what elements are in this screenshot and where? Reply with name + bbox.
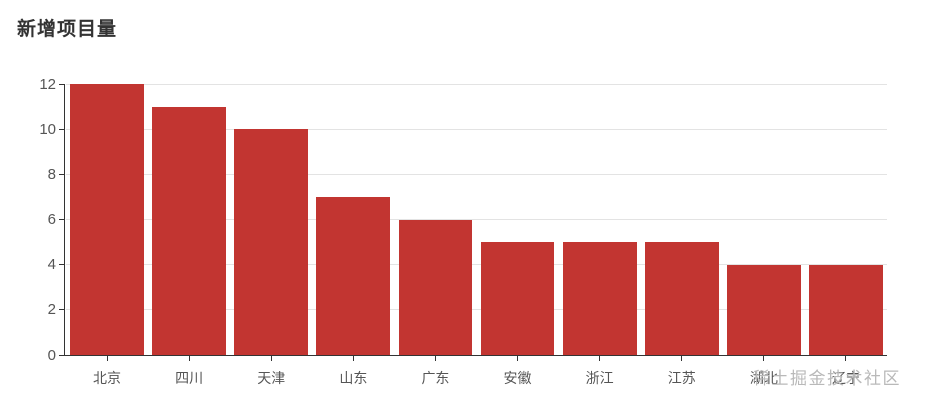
y-axis-label: 12 [39,75,56,93]
x-axis-label: 北京 [93,370,122,386]
y-axis-tick [59,309,64,311]
x-axis-label: 湖北 [749,370,778,386]
chart-title: 新增项目量 [17,19,118,40]
x-axis-tick [352,356,354,361]
y-axis-label: 0 [47,346,56,364]
bar[interactable] [316,196,391,355]
gridline [66,264,887,266]
y-axis-tick [59,264,64,266]
x-axis-tick [517,356,519,361]
y-axis-tick [59,219,64,220]
gridline [66,173,887,175]
y-axis-label: 4 [47,256,56,274]
x-axis-label: 江苏 [667,370,696,386]
bar[interactable] [644,242,719,355]
gridline [66,128,887,130]
x-axis-tick [434,356,436,361]
y-axis-label: 2 [47,301,56,319]
y-axis-tick [59,354,64,356]
x-axis-label: 浙江 [585,370,614,386]
bar[interactable] [70,84,144,355]
x-axis-tick [188,356,190,361]
x-axis-tick [599,356,601,361]
y-axis-line [64,84,65,355]
gridline [66,309,887,311]
x-axis-label: 广东 [421,370,450,386]
y-axis-tick [59,173,64,175]
bar-chart-plot-area: 0 2 4 6 8 10 12 北京 四川 天津 山东 广东 安徽 浙江 江苏 湖北 辽宁 [39,77,887,386]
x-axis-line [63,355,887,356]
y-axis-tick [59,83,64,85]
x-axis-tick [681,356,683,361]
x-axis-label: 四川 [175,370,204,386]
x-axis-tick [763,356,765,361]
gridline [66,219,887,220]
gridline [66,83,887,85]
y-axis-label: 8 [47,165,56,183]
x-axis-tick [845,356,847,361]
bar[interactable] [398,219,473,355]
bar[interactable] [562,242,637,355]
bar[interactable] [234,129,309,355]
y-axis-label: 6 [47,211,56,228]
x-axis-label: 安徽 [503,370,532,386]
x-axis-tick [270,356,272,361]
bar[interactable] [480,242,555,355]
x-axis-label: 山东 [339,370,368,386]
bar[interactable] [152,106,227,355]
y-axis-tick [59,128,64,130]
x-axis-tick [106,356,108,361]
bar[interactable] [726,264,801,355]
bar[interactable] [809,264,883,355]
x-axis-label: 天津 [257,370,286,386]
x-axis-label: 辽宁 [831,370,860,386]
y-axis-label: 10 [39,120,56,138]
